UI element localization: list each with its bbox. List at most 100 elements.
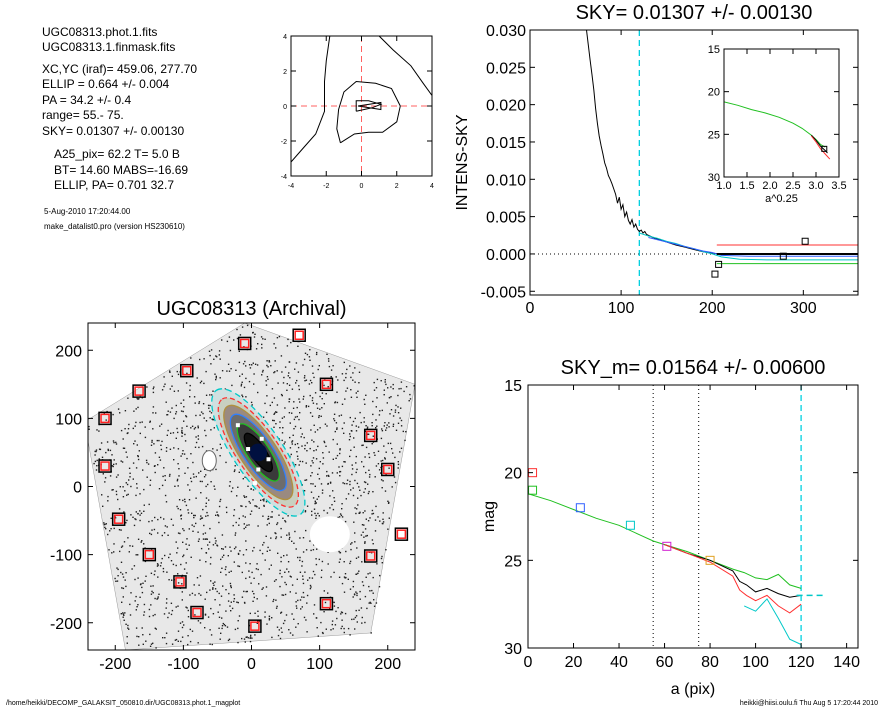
noise-dot — [336, 617, 338, 620]
data-marker — [779, 252, 787, 260]
noise-dot — [137, 455, 139, 458]
noise-dot — [162, 637, 164, 639]
noise-dot — [200, 517, 203, 519]
noise-dot — [210, 412, 213, 414]
noise-dot — [289, 447, 292, 449]
noise-dot — [303, 358, 306, 361]
noise-dot — [313, 376, 315, 379]
noise-dot — [323, 611, 325, 613]
noise-dot — [223, 554, 225, 556]
noise-dot — [128, 628, 130, 630]
noise-dot — [136, 483, 138, 485]
noise-dot — [265, 384, 268, 386]
noise-dot — [96, 465, 98, 467]
noise-dot — [220, 595, 223, 597]
noise-dot — [120, 613, 122, 615]
noise-dot — [292, 407, 295, 409]
noise-dot — [160, 448, 163, 451]
noise-dot — [400, 381, 403, 383]
noise-dot — [336, 427, 338, 429]
noise-dot — [276, 370, 278, 372]
noise-dot — [137, 458, 140, 461]
noise-dot — [359, 511, 361, 513]
noise-dot — [318, 467, 320, 470]
noise-dot — [291, 584, 294, 586]
y-tick-label: -100 — [50, 548, 82, 565]
noise-dot — [182, 528, 184, 530]
noise-dot — [106, 441, 109, 443]
noise-dot — [177, 507, 179, 510]
masked-star — [235, 423, 240, 428]
noise-dot — [265, 380, 267, 382]
noise-dot — [394, 411, 397, 413]
noise-dot — [252, 331, 254, 334]
noise-dot — [233, 594, 235, 596]
noise-dot — [216, 590, 218, 593]
noise-dot — [204, 538, 206, 540]
noise-dot — [215, 540, 217, 542]
noise-dot — [167, 616, 169, 619]
noise-dot — [388, 397, 391, 399]
noise-dot — [249, 563, 251, 565]
noise-dot — [138, 644, 140, 646]
star-marker — [292, 328, 306, 343]
noise-dot — [288, 412, 291, 414]
noise-dot — [155, 647, 157, 649]
noise-dot — [336, 443, 338, 445]
noise-dot — [157, 576, 159, 578]
noise-dot — [353, 446, 355, 448]
noise-dot — [321, 492, 324, 494]
noise-dot — [154, 516, 156, 519]
x-tick-label: 60 — [656, 654, 674, 671]
noise-dot — [245, 590, 247, 593]
noise-dot — [205, 497, 208, 499]
x-tick-label: 3.5 — [831, 180, 846, 192]
noise-dot — [297, 345, 299, 347]
noise-dot — [326, 353, 328, 355]
noise-dot — [388, 426, 390, 428]
noise-dot — [275, 347, 277, 349]
noise-dot — [232, 524, 234, 527]
noise-dot — [131, 568, 133, 570]
noise-dot — [322, 632, 324, 635]
noise-dot — [166, 414, 168, 416]
noise-dot — [299, 537, 301, 539]
noise-dot — [165, 501, 168, 503]
noise-dot — [252, 499, 254, 501]
noise-dot — [149, 420, 151, 422]
noise-dot — [120, 429, 123, 432]
noise-dot — [95, 469, 98, 471]
noise-dot — [164, 475, 166, 477]
noise-dot — [372, 435, 374, 437]
noise-dot — [205, 538, 207, 540]
noise-dot — [268, 361, 271, 363]
noise-dot — [230, 368, 232, 370]
noise-dot — [253, 546, 255, 549]
noise-dot — [165, 642, 168, 645]
header-param: PA = 34.2 +/- 0.4 — [42, 93, 132, 107]
noise-dot — [364, 488, 366, 490]
noise-dot — [98, 458, 100, 460]
noise-dot — [143, 611, 146, 613]
header-param: ELLIP = 0.664 +/- 0.004 — [42, 77, 170, 91]
noise-dot — [288, 398, 290, 400]
noise-dot — [384, 381, 386, 383]
noise-dot — [316, 429, 319, 431]
noise-dot — [242, 395, 244, 398]
noise-dot — [348, 439, 351, 441]
noise-dot — [236, 328, 238, 331]
noise-dot — [134, 425, 136, 427]
noise-dot — [382, 521, 385, 523]
noise-dot — [314, 392, 317, 394]
noise-dot — [126, 456, 128, 458]
noise-dot — [281, 394, 283, 397]
noise-dot — [239, 550, 241, 552]
noise-dot — [349, 416, 351, 419]
noise-dot — [413, 385, 415, 387]
noise-dot — [288, 532, 290, 534]
noise-dot — [142, 634, 144, 636]
noise-dot — [354, 532, 356, 534]
noise-dot — [226, 511, 228, 514]
noise-dot — [355, 573, 357, 575]
noise-dot — [363, 417, 365, 419]
